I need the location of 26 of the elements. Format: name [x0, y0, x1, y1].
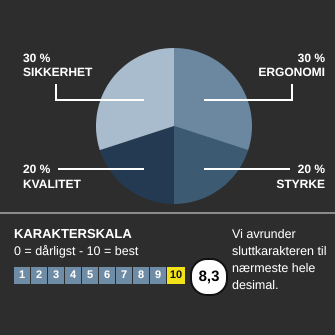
text: 2: [31, 267, 47, 284]
data-label: 20 %: [298, 162, 326, 176]
pie-slice: [174, 48, 252, 150]
text: 1: [14, 267, 30, 284]
text: 7: [116, 267, 132, 284]
data-label: 30 %: [23, 51, 51, 65]
data-label: 30 %: [298, 51, 326, 65]
slice-label: SIKKERHET: [23, 65, 94, 79]
data-label: 20 %: [23, 162, 51, 176]
text: 9: [150, 267, 166, 284]
text: 8,3: [190, 258, 228, 296]
text: Vi avrunder sluttkarakteren til nærmeste hele desimal.: [232, 226, 328, 294]
pie-slice: [174, 126, 248, 204]
text: 8: [133, 267, 149, 284]
slice-label: ERGONOMI: [258, 65, 325, 79]
pie-slice: [100, 126, 174, 204]
text: 3: [48, 267, 64, 284]
slice-label: STYRKE: [276, 177, 325, 191]
text: 0 = dårligst - 10 = best: [14, 244, 138, 258]
text: KARAKTERSKALA: [14, 226, 132, 241]
pie-slice: [96, 48, 174, 150]
text: 4: [65, 267, 81, 284]
text: 10: [167, 267, 185, 284]
text: 6: [99, 267, 115, 284]
text: 5: [82, 267, 98, 284]
slice-label: KVALITET: [23, 177, 82, 191]
